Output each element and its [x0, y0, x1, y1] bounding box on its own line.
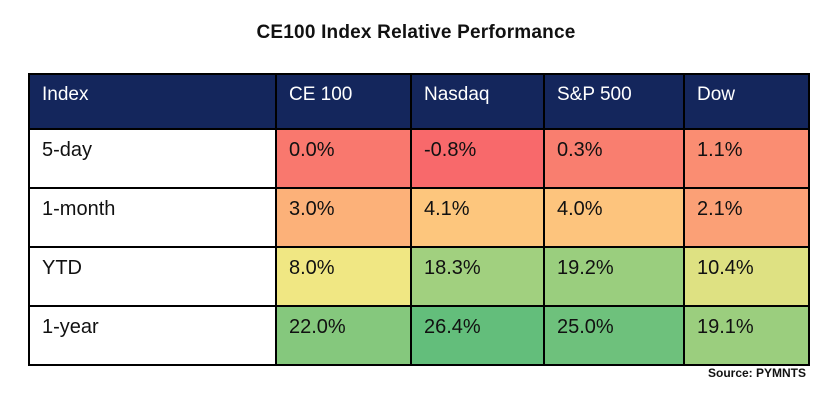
table-header-row: Index CE 100 Nasdaq S&P 500 Dow — [28, 73, 810, 130]
cell-1-year-ce100: 22.0% — [275, 305, 412, 366]
column-header-dow: Dow — [683, 73, 810, 130]
column-header-sp500: S&P 500 — [543, 73, 685, 130]
column-header-nasdaq: Nasdaq — [410, 73, 545, 130]
cell-ytd-sp500: 19.2% — [543, 246, 685, 307]
cell-1-year-nasdaq: 26.4% — [410, 305, 545, 366]
cell-5-day-nasdaq: -0.8% — [410, 128, 545, 189]
cell-5-day-sp500: 0.3% — [543, 128, 685, 189]
cell-1-year-sp500: 25.0% — [543, 305, 685, 366]
cell-ytd-ce100: 8.0% — [275, 246, 412, 307]
row-label-1-year: 1-year — [28, 305, 277, 366]
cell-1-month-nasdaq: 4.1% — [410, 187, 545, 248]
row-label-ytd: YTD — [28, 246, 277, 307]
cell-ytd-dow: 10.4% — [683, 246, 810, 307]
table-row-ytd: YTD 8.0% 18.3% 19.2% 10.4% — [28, 246, 810, 307]
table-row-1-month: 1-month 3.0% 4.1% 4.0% 2.1% — [28, 187, 810, 248]
cell-5-day-ce100: 0.0% — [275, 128, 412, 189]
cell-5-day-dow: 1.1% — [683, 128, 810, 189]
row-label-1-month: 1-month — [28, 187, 277, 248]
cell-1-month-dow: 2.1% — [683, 187, 810, 248]
row-label-5-day: 5-day — [28, 128, 277, 189]
cell-1-month-sp500: 4.0% — [543, 187, 685, 248]
cell-1-year-dow: 19.1% — [683, 305, 810, 366]
source-note: Source: PYMNTS — [707, 366, 806, 380]
cell-ytd-nasdaq: 18.3% — [410, 246, 545, 307]
page-title: CE100 Index Relative Performance — [256, 22, 576, 43]
table-row-1-year: 1-year 22.0% 26.4% 25.0% 19.1% — [28, 305, 810, 366]
column-header-ce100: CE 100 — [275, 73, 412, 130]
performance-table: Index CE 100 Nasdaq S&P 500 Dow 5-day 0.… — [28, 73, 810, 366]
table-row-5-day: 5-day 0.0% -0.8% 0.3% 1.1% — [28, 128, 810, 189]
cell-1-month-ce100: 3.0% — [275, 187, 412, 248]
column-header-index: Index — [28, 73, 277, 130]
